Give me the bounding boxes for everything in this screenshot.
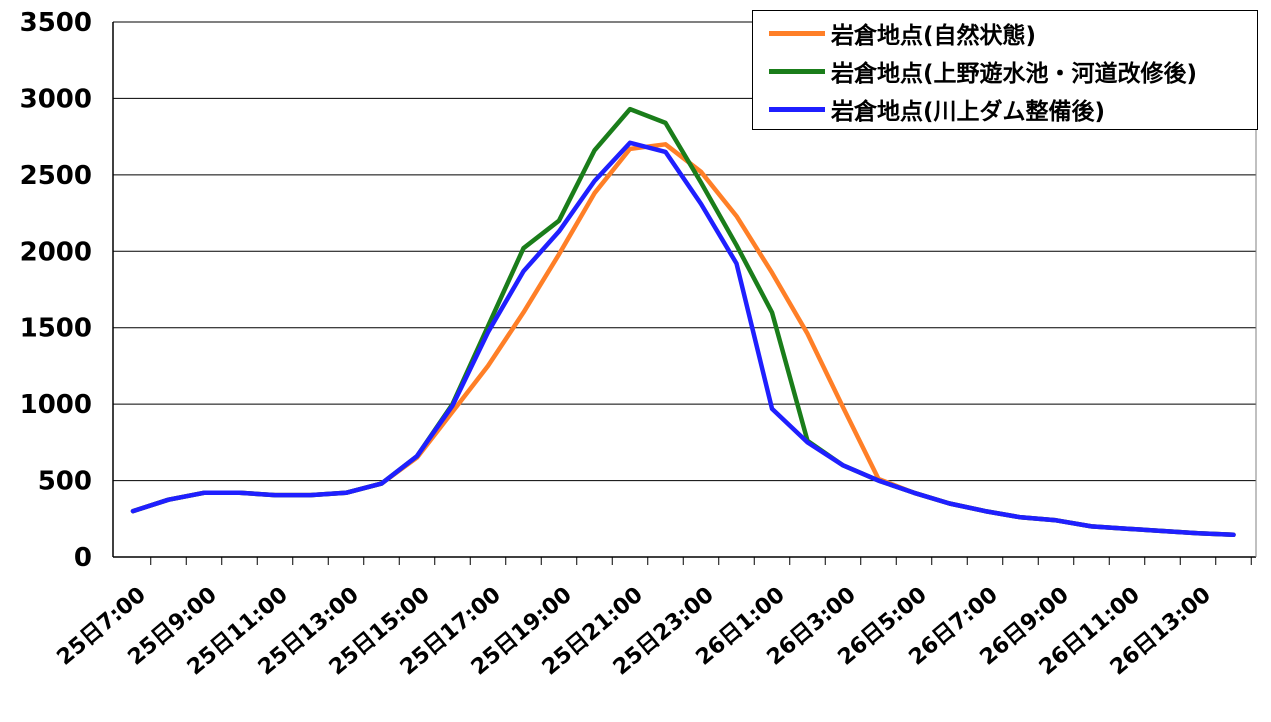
legend-label-dam: 岩倉地点(川上ダム整備後) (831, 99, 1106, 125)
y-tick-label: 2000 (20, 237, 92, 267)
legend-swatch-river-improvement (769, 68, 825, 74)
series-line-1 (130, 106, 1236, 538)
y-tick-labels: 0 500 1000 1500 2000 2500 3000 3500 (20, 8, 92, 573)
series-line-2 (130, 140, 1236, 538)
y-tick-label: 1500 (20, 314, 92, 344)
y-tick-label: 2500 (20, 161, 92, 191)
legend: 岩倉地点(自然状態) 岩倉地点(上野遊水池・河道改修後) 岩倉地点(川上ダム整備… (752, 10, 1258, 130)
y-tick-label: 500 (38, 467, 92, 497)
series-lines (130, 106, 1236, 538)
legend-swatch-dam (769, 106, 825, 112)
legend-swatch-natural (769, 30, 825, 36)
legend-item-dam: 岩倉地点(川上ダム整備後) (769, 91, 1105, 127)
legend-label-river-improvement: 岩倉地点(上野遊水池・河道改修後) (831, 61, 1198, 87)
y-tick-label: 3000 (20, 84, 92, 114)
legend-item-natural: 岩倉地点(自然状態) (769, 15, 1036, 51)
series-line-0 (130, 142, 1236, 538)
y-tick-label: 1000 (20, 390, 92, 420)
y-tick-label: 3500 (20, 8, 92, 38)
gridlines (113, 21, 1256, 482)
x-tick-labels: 25日7:0025日9:0025日11:0025日13:0025日15:0025… (53, 582, 1216, 680)
y-tick-label: 0 (74, 543, 92, 573)
legend-label-natural: 岩倉地点(自然状態) (831, 23, 1037, 49)
legend-item-river-improvement: 岩倉地点(上野遊水池・河道改修後) (769, 53, 1197, 89)
